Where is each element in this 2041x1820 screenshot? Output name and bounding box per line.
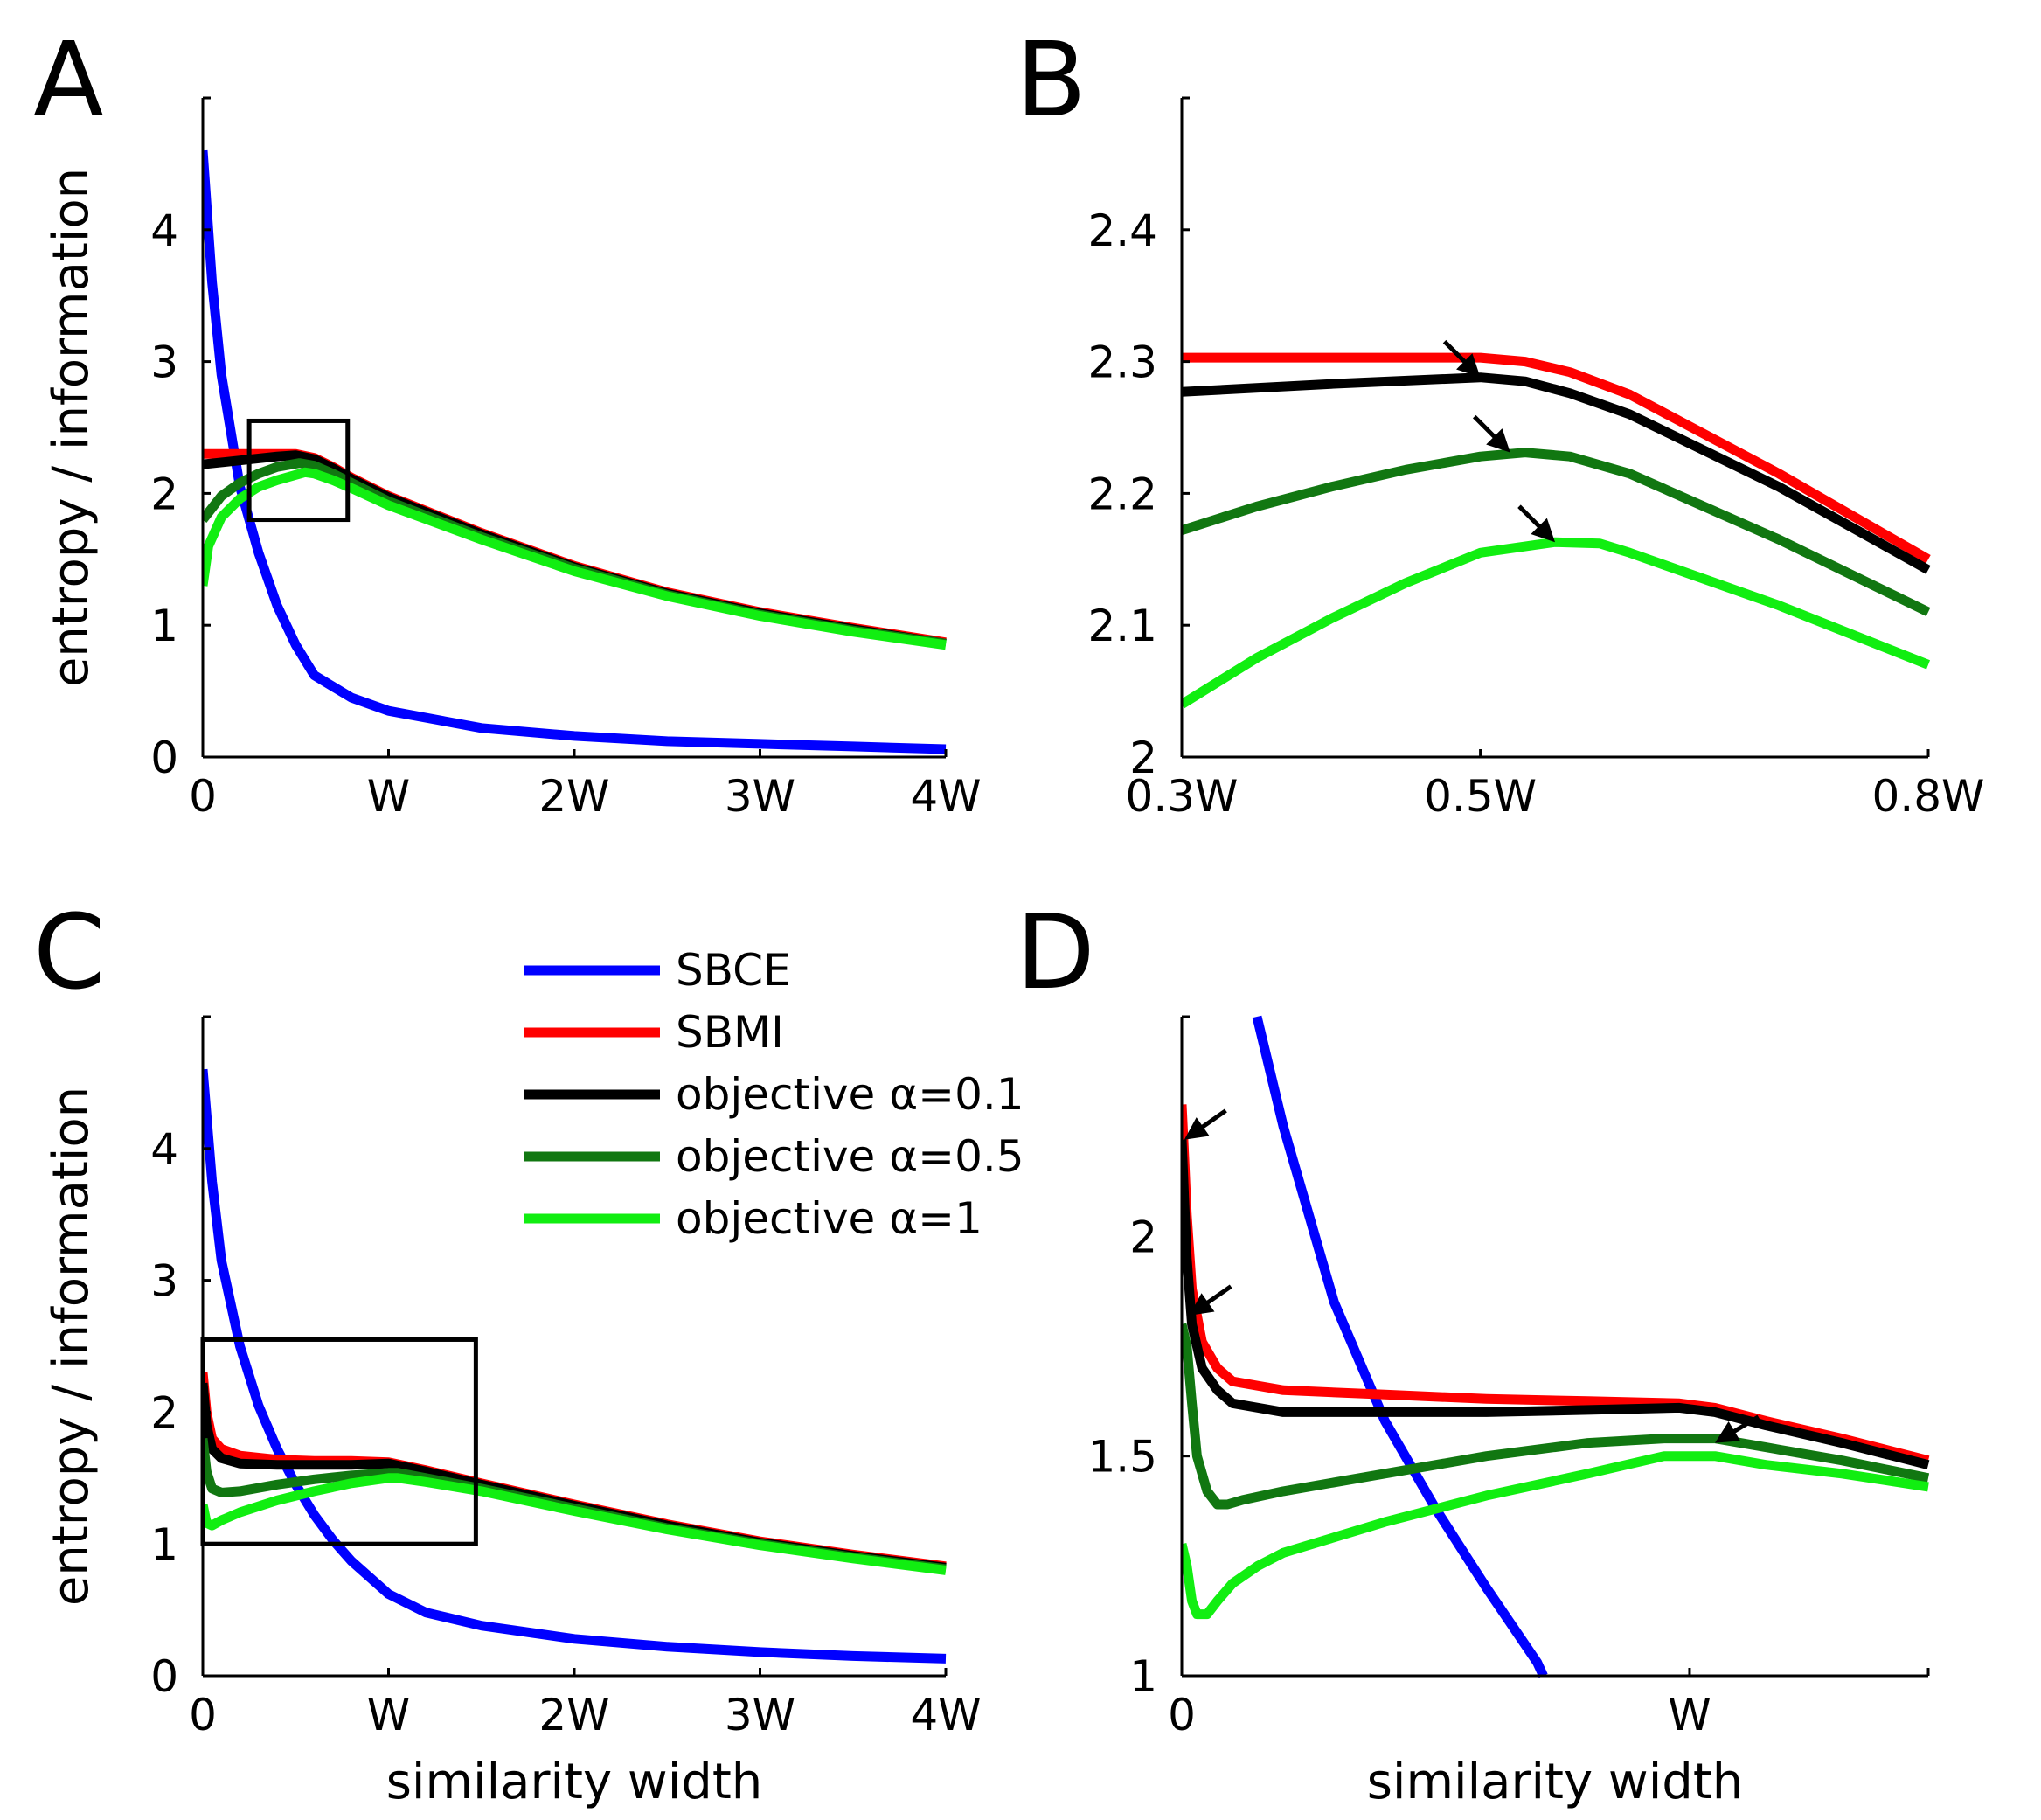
- y-tick-label-c: 0: [150, 1651, 178, 1702]
- y-tick-label-b: 2: [1129, 733, 1157, 783]
- x-tick-label-d: 0: [1168, 1690, 1196, 1740]
- plot-area-d: [1182, 1015, 1930, 1678]
- series-line-c-objective-1: [203, 1473, 947, 1575]
- y-tick-label-d: 1.5: [1087, 1432, 1157, 1483]
- y-tick-label-a: 4: [150, 205, 178, 256]
- x-tick-label-b: 0.8W: [1872, 771, 1985, 822]
- series-line-d-objective-1: [1182, 1451, 1929, 1620]
- series-line-d-objective-0-1: [1182, 1139, 1930, 1470]
- series-line-a-objective-0-5: [203, 458, 947, 649]
- y-tick-label-c: 2: [150, 1387, 178, 1438]
- x-tick-label-c: 4W: [910, 1690, 981, 1740]
- panel-label-b: B: [1016, 19, 1086, 140]
- x-tick-label-a: 2W: [538, 771, 609, 822]
- panel-b: 0.3W 0.5W 0.8W 2 2.1 2.2 2.3 2.4: [1087, 96, 1985, 822]
- legend-item: objective α=0.5: [524, 1131, 1024, 1182]
- legend-item: objective α=1: [524, 1193, 982, 1244]
- series-line-b-objective-1: [1182, 537, 1931, 709]
- y-tick-label-c: 4: [150, 1124, 178, 1175]
- panel-label-d: D: [1016, 892, 1095, 1012]
- legend-label: objective α=1: [676, 1193, 982, 1244]
- panel-label-c: C: [33, 892, 105, 1012]
- series-line-a-objective-1: [203, 467, 947, 650]
- x-tick-label-b: 0.3W: [1126, 771, 1239, 822]
- plot-area-a: [203, 149, 947, 754]
- panel-c: 0 W 2W 3W 4W 0 1 2 3 4 entropy / information simila…: [43, 1015, 982, 1810]
- legend-item: SBCE: [524, 945, 791, 996]
- y-tick-label-b: 2.4: [1087, 205, 1157, 256]
- series-line-a-sbmi: [203, 448, 947, 648]
- y-tick-label-c: 1: [150, 1519, 178, 1570]
- legend-label: SBMI: [676, 1007, 784, 1058]
- y-tick-label-b: 2.3: [1087, 337, 1157, 388]
- annotation-arrow-b-2: [1472, 414, 1510, 453]
- x-tick-label-c: 3W: [725, 1690, 795, 1740]
- series-line-b-sbmi: [1182, 352, 1931, 564]
- y-tick-label-d: 2: [1129, 1212, 1157, 1262]
- x-tick-label-a: 4W: [910, 771, 981, 822]
- legend: SBCE SBMI objective α=0.1 objective α=0.5 ob…: [511, 941, 1024, 1244]
- legend-item: SBMI: [524, 1007, 784, 1058]
- panel-d: 0 W 1 1.5 2 similarity width: [1087, 1015, 1930, 1810]
- legend-label: objective α=0.5: [676, 1131, 1024, 1182]
- legend-label: SBCE: [676, 945, 791, 996]
- panel-a: 0 W 2W 3W 4W 0 1 2 3 4 entropy / information: [43, 96, 982, 822]
- legend-item: objective α=0.1: [524, 1069, 1024, 1120]
- x-tick-label-c: W: [367, 1690, 410, 1740]
- series-line-a-sbce: [203, 149, 947, 754]
- y-tick-label-d: 1: [1129, 1651, 1157, 1702]
- y-tick-label-a: 2: [150, 469, 178, 519]
- annotation-arrow-b-3: [1517, 504, 1555, 543]
- annotation-arrow-d-1: [1184, 1108, 1227, 1140]
- series-line-b-objective-0-5: [1182, 448, 1931, 617]
- zoom-box-a: [246, 418, 351, 523]
- annotation-arrow-d-3: [1715, 1414, 1760, 1443]
- y-tick-label-b: 2.1: [1087, 601, 1157, 651]
- legend-label: objective α=0.1: [676, 1069, 1024, 1120]
- x-tick-label-c: 0: [189, 1690, 217, 1740]
- y-tick-label-a: 3: [150, 337, 178, 388]
- x-tick-label-a: 3W: [725, 771, 795, 822]
- panel-label-a: A: [33, 19, 104, 140]
- annotation-arrow-d-2: [1189, 1284, 1232, 1316]
- y-tick-label-a: 0: [150, 733, 178, 783]
- plot-area-b: [1182, 352, 1931, 709]
- y-tick-label-b: 2.2: [1087, 469, 1157, 519]
- x-tick-label-c: 2W: [538, 1690, 609, 1740]
- x-tick-label-a: W: [367, 771, 410, 822]
- y-axis-label-a: entropy / information: [43, 168, 100, 687]
- annotation-arrow-b-1: [1442, 339, 1481, 378]
- x-tick-label-a: 0: [189, 771, 217, 822]
- x-tick-label-b: 0.5W: [1424, 771, 1537, 822]
- x-axis-label-c: similarity width: [386, 1754, 763, 1810]
- series-line-a-objective-0-1: [203, 450, 947, 649]
- x-tick-label-d: W: [1668, 1690, 1711, 1740]
- series-line-d-sbce: [1252, 1015, 1548, 1678]
- y-axis-label-c: entropy / information: [43, 1087, 100, 1606]
- plot-area-c: [203, 1068, 947, 1664]
- y-tick-label-c: 3: [150, 1256, 178, 1307]
- y-tick-label-a: 1: [150, 601, 178, 651]
- x-axis-label-d: similarity width: [1367, 1754, 1744, 1810]
- series-line-c-sbce: [203, 1068, 947, 1664]
- series-line-b-objective-0-1: [1182, 372, 1931, 574]
